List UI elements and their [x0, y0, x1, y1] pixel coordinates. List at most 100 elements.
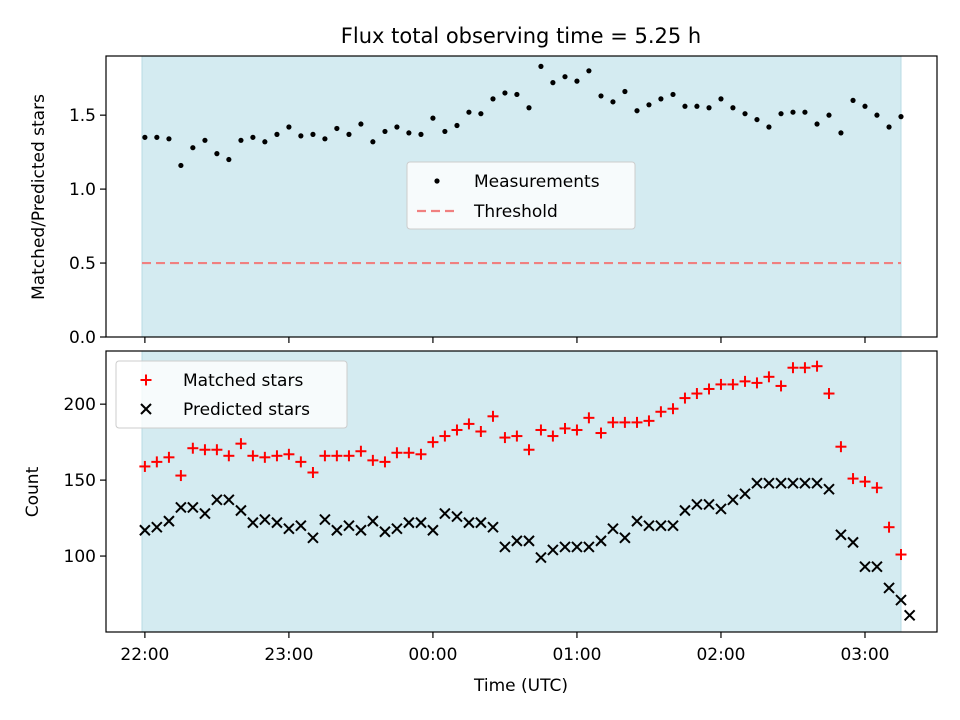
- matched-star-point: [487, 410, 499, 422]
- measurement-point: [610, 99, 616, 105]
- x-tick-label: 02:00: [696, 645, 745, 665]
- measurement-point: [838, 130, 844, 136]
- measurement-point: [526, 105, 532, 111]
- y-tick-label: 0.0: [69, 328, 96, 348]
- predicted-star-point: [799, 477, 811, 489]
- matched-star-point: [343, 450, 355, 462]
- predicted-star-point: [403, 516, 415, 529]
- predicted-star-point: [547, 544, 559, 556]
- measurement-point: [766, 124, 772, 130]
- legend-predicted-label: Predicted stars: [183, 400, 310, 420]
- measurement-point: [670, 91, 676, 98]
- predicted-star-point: [619, 532, 631, 544]
- measurement-point: [190, 145, 196, 151]
- predicted-star-point: [703, 498, 715, 511]
- predicted-star-point: [835, 529, 847, 541]
- measurement-point: [214, 151, 220, 157]
- measurement-point: [358, 121, 364, 127]
- matched-star-point: [367, 454, 379, 466]
- predicted-stars-points: [139, 477, 916, 621]
- predicted-star-point: [367, 515, 379, 527]
- matched-star-point: [319, 450, 331, 462]
- y-tick-label: 200: [64, 395, 96, 415]
- predicted-star-point: [427, 524, 439, 536]
- measurement-point: [250, 134, 256, 140]
- bottom-panel: 100 150 200 22:00 23:00 00:00 01:00 02:00 03:00…: [23, 350, 938, 696]
- matched-star-point: [163, 451, 175, 463]
- matched-star-point: [631, 416, 643, 428]
- matched-star-point: [271, 450, 283, 462]
- measurement-point: [874, 112, 880, 118]
- x-tick-label: 03:00: [840, 645, 889, 665]
- predicted-star-point: [871, 560, 883, 573]
- predicted-star-point: [847, 536, 859, 549]
- predicted-star-point: [787, 477, 799, 489]
- predicted-star-point: [259, 513, 271, 526]
- matched-star-point: [859, 476, 871, 488]
- legend-matched-marker: [140, 374, 152, 386]
- predicted-star-point: [343, 519, 355, 532]
- top-y-axis-label: Matched/Predicted stars: [29, 94, 49, 300]
- x-tick-label: 01:00: [552, 645, 601, 665]
- predicted-star-point: [535, 551, 547, 564]
- measurement-point: [226, 156, 232, 163]
- predicted-star-point: [487, 521, 499, 533]
- predicted-star-point: [643, 519, 655, 532]
- predicted-star-point: [379, 526, 391, 538]
- matched-star-point: [595, 427, 607, 439]
- measurement-point: [322, 136, 328, 142]
- predicted-star-point: [307, 532, 319, 544]
- measurement-point: [862, 103, 868, 109]
- matched-star-point: [199, 444, 211, 456]
- predicted-star-point: [463, 516, 475, 529]
- matched-star-point: [535, 424, 547, 436]
- matched-star-point: [211, 444, 223, 456]
- x-axis-label: Time (UTC): [473, 676, 568, 696]
- predicted-star-point: [223, 494, 235, 506]
- matched-star-point: [139, 460, 151, 472]
- predicted-star-point: [607, 523, 619, 535]
- predicted-star-point: [595, 535, 607, 547]
- predicted-star-point: [391, 523, 403, 535]
- predicted-star-point: [331, 524, 343, 536]
- measurement-point: [430, 115, 436, 121]
- measurement-point: [238, 137, 244, 143]
- predicted-star-point: [475, 516, 487, 529]
- matched-star-point: [883, 521, 895, 533]
- top-panel: 0.0 0.5 1.0 1.5 Matched/Predicted stars Mea…: [29, 55, 938, 348]
- matched-star-point: [415, 448, 427, 460]
- predicted-star-point: [739, 488, 751, 500]
- predicted-star-point: [859, 560, 871, 573]
- measurement-point: [166, 136, 172, 142]
- predicted-star-point: [199, 507, 211, 520]
- predicted-star-point: [139, 524, 151, 536]
- measurement-point: [202, 137, 208, 143]
- measurement-point: [754, 116, 760, 123]
- measurement-point: [898, 114, 904, 120]
- measurement-point: [334, 125, 340, 132]
- measurement-point: [802, 109, 808, 115]
- measurement-point: [814, 121, 820, 127]
- measurement-point: [262, 139, 268, 145]
- matched-star-point: [547, 430, 559, 442]
- matched-star-point: [391, 447, 403, 459]
- measurement-point: [310, 131, 316, 137]
- matched-star-point: [235, 438, 247, 450]
- matched-star-point: [775, 380, 787, 392]
- measurement-point: [598, 93, 604, 99]
- predicted-star-point: [679, 504, 691, 517]
- matched-star-point: [751, 377, 763, 389]
- predicted-star-point: [283, 523, 295, 535]
- measurement-point: [886, 124, 892, 130]
- matched-star-point: [583, 412, 595, 424]
- predicted-star-point: [439, 507, 451, 520]
- matched-star-point: [811, 360, 823, 372]
- bottom-y-ticks: 100 150 200: [64, 395, 106, 567]
- matched-star-point: [403, 447, 415, 459]
- predicted-star-point: [823, 483, 835, 495]
- matched-star-point: [871, 482, 883, 494]
- matched-star-point: [823, 388, 835, 400]
- measurement-point: [298, 133, 304, 139]
- matched-star-point: [247, 450, 259, 462]
- matched-star-point: [283, 448, 295, 460]
